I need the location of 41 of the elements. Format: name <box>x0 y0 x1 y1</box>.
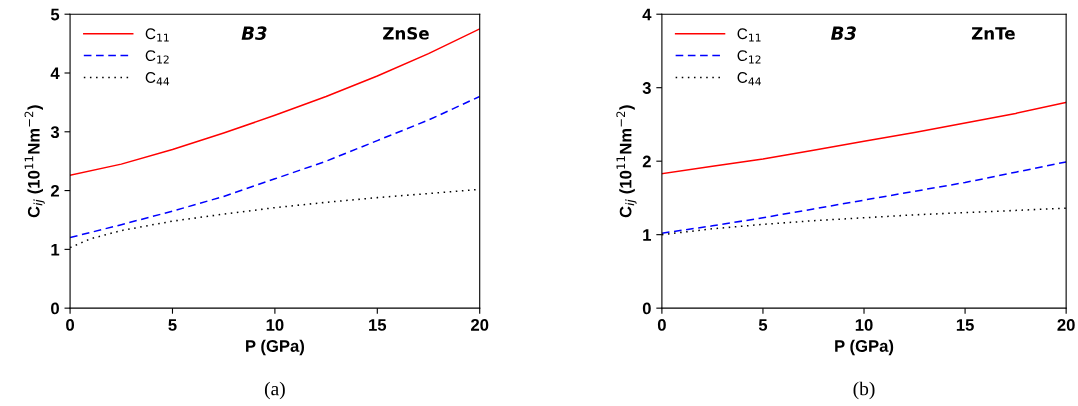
y-tick-label: 3 <box>642 82 651 94</box>
y-axis-title: C$_{ij}$ (10$^{11}$Nm$^{−2}$) <box>24 105 45 218</box>
x-axis-title: P (GPa) <box>835 339 894 356</box>
text: (b) <box>853 381 875 400</box>
y-tick-label: 4 <box>642 8 652 21</box>
x-tick-label: 5 <box>758 319 768 331</box>
x-tick-label: 15 <box>956 319 974 331</box>
legend-label: C$_{44}$ <box>737 72 761 86</box>
annotation: ZnSe <box>383 27 429 40</box>
legend-label: C$_{44}$ <box>145 72 170 86</box>
legend-label: C$_{11}$ <box>145 28 169 42</box>
line-series <box>661 161 1067 234</box>
x-axis-title: P (GPa) <box>246 339 305 356</box>
line-series <box>70 95 480 239</box>
y-tick-label: 0 <box>51 302 59 315</box>
x-tick-label: 0 <box>657 319 666 331</box>
y-tick-label: 2 <box>642 155 651 168</box>
y-tick-label: 2 <box>50 184 59 197</box>
y-tick-label: 4 <box>50 67 60 80</box>
legend-label: C$_{12}$ <box>145 50 169 64</box>
y-tick-label: 3 <box>50 126 60 139</box>
annotation: ZnTe <box>971 27 1015 40</box>
line-series <box>661 101 1067 175</box>
x-tick-label: 20 <box>471 319 489 331</box>
x-tick-label: 0 <box>66 319 75 331</box>
text: (a) <box>264 381 285 400</box>
y-tick-label: 1 <box>51 243 60 256</box>
y-axis-title: C$_{ij}$ (10$^{11}$Nm$^{−2}$) <box>616 105 637 218</box>
line-series <box>70 28 480 177</box>
legend-label: C$_{12}$ <box>737 50 761 64</box>
annotation: B3 <box>831 26 856 41</box>
y-tick-label: 0 <box>642 302 651 315</box>
x-tick-label: 5 <box>168 319 177 331</box>
annotation: B3 <box>241 26 267 41</box>
x-tick-label: 10 <box>266 319 284 331</box>
y-tick-label: 1 <box>643 229 652 241</box>
x-tick-label: 10 <box>855 319 873 331</box>
y-tick-label: 5 <box>50 8 60 21</box>
legend-label: C$_{11}$ <box>737 28 761 42</box>
x-tick-label: 20 <box>1057 319 1075 331</box>
x-tick-label: 15 <box>369 319 387 331</box>
